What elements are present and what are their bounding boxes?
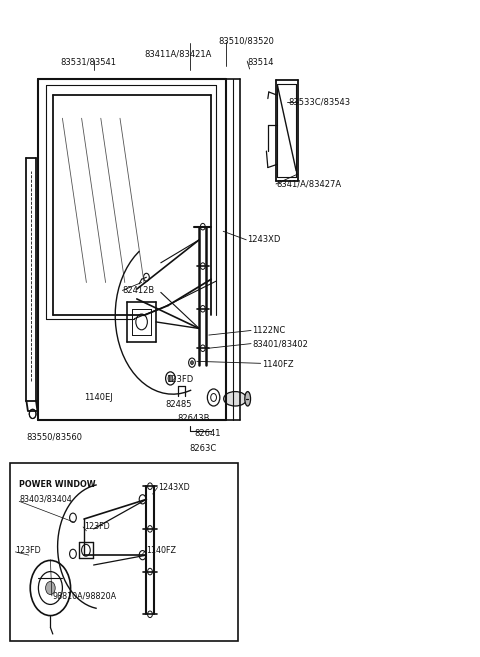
Text: 83411A/83421A: 83411A/83421A [144,49,211,58]
Text: 1140FZ: 1140FZ [146,546,177,555]
Text: 123FD: 123FD [166,375,193,384]
Text: POWER WINDOW: POWER WINDOW [19,480,96,489]
Text: 83533C/83543: 83533C/83543 [288,97,350,106]
Text: 1243XD: 1243XD [247,235,281,244]
Ellipse shape [245,392,251,406]
Text: 82641: 82641 [194,429,221,438]
Circle shape [191,361,193,365]
Circle shape [168,375,173,382]
Ellipse shape [224,392,247,406]
Text: 8341/A/83427A: 8341/A/83427A [276,179,341,189]
Text: 1243XD: 1243XD [158,483,190,492]
Text: 98810A/98820A: 98810A/98820A [53,591,117,600]
Text: 1122NC: 1122NC [252,326,285,335]
Text: 83514: 83514 [247,58,274,67]
Text: 123FD: 123FD [84,522,110,532]
Text: 82412B: 82412B [122,286,155,295]
FancyBboxPatch shape [10,463,238,641]
Text: 83510/83520: 83510/83520 [218,36,274,45]
Text: 83531/83541: 83531/83541 [60,58,116,67]
Text: 82485: 82485 [166,399,192,409]
Text: 1140FZ: 1140FZ [262,360,293,369]
Text: 82643B: 82643B [178,414,210,423]
Text: 1140EJ: 1140EJ [84,393,113,402]
Text: 83403/83404: 83403/83404 [19,495,72,504]
Text: 83550/83560: 83550/83560 [26,432,83,442]
Circle shape [46,581,55,595]
Text: 8263C: 8263C [190,443,217,453]
Text: 83401/83402: 83401/83402 [252,339,308,348]
Text: 123FD: 123FD [15,546,41,555]
